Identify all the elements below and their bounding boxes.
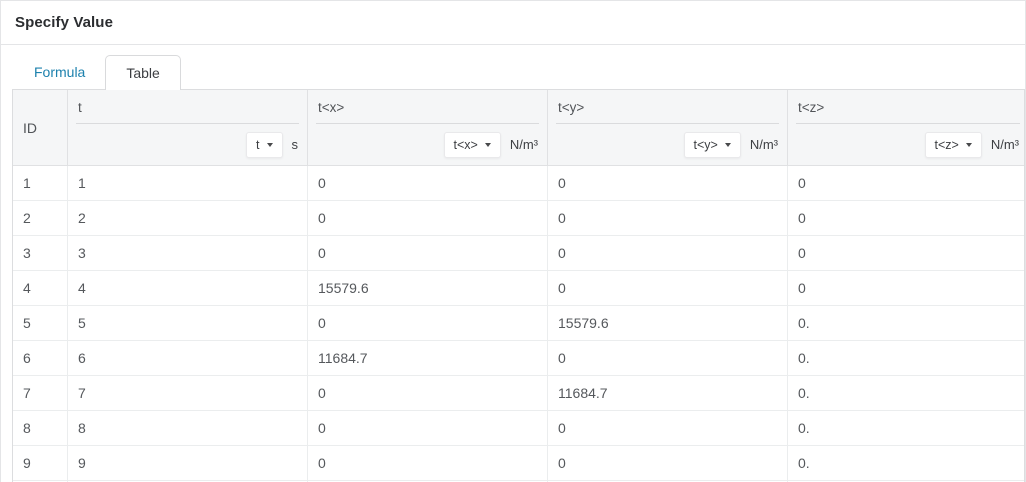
row-id-cell: 5	[13, 306, 68, 340]
cell-tz[interactable]: 0.	[798, 420, 810, 436]
table-row: 7 7 0 11684.7 0.	[13, 376, 1024, 411]
unit-label-t: s	[291, 137, 299, 152]
cell-tx[interactable]: 0	[308, 446, 548, 480]
cell-tz[interactable]: 0	[798, 280, 806, 296]
row-id-cell: 2	[13, 201, 68, 235]
column-header-tz: t<z> t<z> N/m³	[788, 90, 1026, 165]
cell-ty[interactable]: 0	[548, 411, 788, 445]
column-label-t: t	[76, 90, 299, 124]
chevron-down-icon	[724, 143, 731, 147]
cell-tx[interactable]: 0	[308, 236, 548, 270]
cell-tx[interactable]: 0	[308, 376, 548, 410]
cell-t[interactable]: 8	[68, 411, 308, 445]
column-header-ty: t<y> t<y> N/m³	[548, 90, 788, 165]
cell-t[interactable]: 6	[68, 341, 308, 375]
table-row: 6 6 11684.7 0 0.	[13, 341, 1024, 376]
column-label-ty: t<y>	[556, 90, 779, 124]
table-row: 2 2 0 0 0	[13, 201, 1024, 236]
panel-content: Formula Table ID t t s t<x>	[1, 55, 1025, 482]
cell-tx[interactable]: 0	[308, 306, 548, 340]
dropdown-value: t<x>	[453, 137, 478, 152]
row-id-cell: 1	[13, 166, 68, 200]
dropdown-value: t	[256, 137, 260, 152]
row-id-cell: 4	[13, 271, 68, 305]
table-row: 4 4 15579.6 0 0	[13, 271, 1024, 306]
unit-label-ty: N/m³	[749, 137, 778, 152]
cell-tz[interactable]: 0	[798, 245, 806, 261]
column-label-tx: t<x>	[316, 90, 539, 124]
row-id-cell: 9	[13, 446, 68, 480]
panel-header: Specify Value	[1, 1, 1025, 45]
variable-dropdown-tx[interactable]: t<x>	[443, 131, 501, 158]
table-row: 8 8 0 0 0.	[13, 411, 1024, 446]
row-id-cell: 8	[13, 411, 68, 445]
cell-tz[interactable]: 0.	[798, 385, 810, 401]
column-header-t: t t s	[68, 90, 308, 165]
cell-tz[interactable]: 0	[798, 210, 806, 226]
cell-ty[interactable]: 0	[548, 236, 788, 270]
column-header-tx: t<x> t<x> N/m³	[308, 90, 548, 165]
table-row: 9 9 0 0 0.	[13, 446, 1024, 481]
chevron-down-icon	[266, 143, 273, 147]
cell-ty[interactable]: 0	[548, 201, 788, 235]
table-row: 1 1 0 0 0	[13, 166, 1024, 201]
tab-bar: Formula Table	[12, 55, 1025, 90]
unit-label-tz: N/m³	[990, 137, 1019, 152]
cell-tx[interactable]: 0	[308, 411, 548, 445]
cell-t[interactable]: 2	[68, 201, 308, 235]
chevron-down-icon	[965, 143, 972, 147]
unit-row-t: t s	[68, 124, 307, 165]
panel-title: Specify Value	[15, 14, 114, 31]
variable-dropdown-t[interactable]: t	[246, 131, 283, 158]
cell-ty[interactable]: 0	[548, 166, 788, 200]
cell-tx[interactable]: 11684.7	[308, 341, 548, 375]
cell-ty[interactable]: 0	[548, 341, 788, 375]
unit-row-ty: t<y> N/m³	[548, 124, 787, 165]
cell-ty[interactable]: 11684.7	[548, 376, 788, 410]
unit-row-tz: t<z> N/m³	[788, 124, 1026, 165]
cell-ty[interactable]: 0	[548, 446, 788, 480]
column-header-id: ID	[13, 90, 68, 165]
cell-tz[interactable]: 0.	[798, 455, 810, 471]
cell-tx[interactable]: 0	[308, 166, 548, 200]
unit-row-tx: t<x> N/m³	[308, 124, 547, 165]
unit-label-tx: N/m³	[509, 137, 538, 152]
tab-table[interactable]: Table	[105, 55, 181, 90]
row-id-cell: 3	[13, 236, 68, 270]
cell-t[interactable]: 3	[68, 236, 308, 270]
cell-t[interactable]: 7	[68, 376, 308, 410]
row-id-cell: 6	[13, 341, 68, 375]
tab-formula[interactable]: Formula	[34, 64, 86, 80]
cell-t[interactable]: 1	[68, 166, 308, 200]
table-row: 5 5 0 15579.6 0.	[13, 306, 1024, 341]
cell-tz[interactable]: 0	[798, 175, 806, 191]
column-label-tz: t<z>	[796, 90, 1020, 124]
dropdown-value: t<z>	[934, 137, 959, 152]
table-row: 3 3 0 0 0	[13, 236, 1024, 271]
variable-dropdown-ty[interactable]: t<y>	[683, 131, 741, 158]
dropdown-value: t<y>	[693, 137, 718, 152]
row-id-cell: 7	[13, 376, 68, 410]
cell-tz[interactable]: 0.	[798, 350, 810, 366]
value-table: ID t t s t<x> t<x>	[12, 89, 1025, 482]
cell-t[interactable]: 5	[68, 306, 308, 340]
cell-ty[interactable]: 0	[548, 271, 788, 305]
variable-dropdown-tz[interactable]: t<z>	[924, 131, 982, 158]
cell-tx[interactable]: 15579.6	[308, 271, 548, 305]
cell-ty[interactable]: 15579.6	[548, 306, 788, 340]
cell-t[interactable]: 9	[68, 446, 308, 480]
table-header: ID t t s t<x> t<x>	[13, 90, 1024, 166]
cell-t[interactable]: 4	[68, 271, 308, 305]
chevron-down-icon	[484, 143, 491, 147]
cell-tz[interactable]: 0.	[798, 315, 810, 331]
cell-tx[interactable]: 0	[308, 201, 548, 235]
